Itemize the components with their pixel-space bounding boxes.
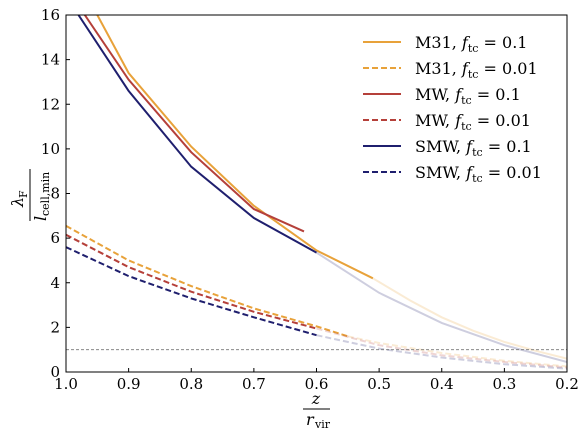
x-tick-label: 0.7 bbox=[242, 375, 266, 393]
legend-label-mw-dashed: MW, ftc = 0.01 bbox=[415, 111, 531, 133]
x-tick-label: 0.6 bbox=[305, 375, 329, 393]
x-tick-label: 0.2 bbox=[555, 375, 579, 393]
y-tick-label: 0 bbox=[50, 363, 60, 381]
x-tick-label: 0.9 bbox=[117, 375, 141, 393]
series-line-m31-solid bbox=[96, 15, 374, 280]
series-line-smw-solid bbox=[77, 15, 317, 254]
legend-label-m31-dashed: M31, ftc = 0.01 bbox=[415, 59, 538, 81]
series-line-faded-mw-dashed bbox=[316, 327, 567, 369]
y-axis-label-numerator-subscript: F bbox=[17, 190, 30, 198]
series-line-m31-dashed bbox=[66, 225, 349, 338]
legend: M31, ftc = 0.1 M31, ftc = 0.01 MW, ftc = 0… bbox=[363, 33, 542, 185]
x-tick-label: 0.8 bbox=[179, 375, 203, 393]
series-line-faded-m31-solid bbox=[372, 277, 567, 360]
legend-label-smw-dashed: SMW, ftc = 0.01 bbox=[415, 163, 542, 185]
x-axis-label-denominator: r bbox=[306, 410, 315, 429]
series-line-smw-dashed bbox=[66, 246, 317, 337]
y-axis-label: λ F l cell,min bbox=[8, 169, 52, 221]
series-line-faded-m31-dashed bbox=[347, 335, 567, 368]
x-tick-label: 0.4 bbox=[430, 375, 454, 393]
x-tick-label: 1.0 bbox=[54, 375, 78, 393]
legend-label-m31-solid: M31, ftc = 0.1 bbox=[415, 33, 527, 55]
y-tick-label: 6 bbox=[50, 229, 60, 247]
legend-label-smw-solid: SMW, ftc = 0.1 bbox=[415, 137, 532, 159]
y-axis-label-denominator-subscript: cell,min bbox=[39, 172, 52, 216]
y-axis: 0 2 4 6 8 10 12 14 16 bbox=[41, 6, 70, 381]
series-line-mw-solid bbox=[83, 15, 305, 233]
series-line-faded-smw-dashed bbox=[316, 334, 567, 370]
y-tick-label: 12 bbox=[41, 95, 60, 113]
series-line-mw-dashed bbox=[66, 233, 317, 330]
y-tick-label: 8 bbox=[50, 185, 60, 203]
x-tick-label: 0.3 bbox=[492, 375, 516, 393]
plot-series-layer bbox=[66, 15, 567, 370]
x-axis-label-numerator: z bbox=[311, 389, 321, 408]
x-axis-label-denominator-subscript: vir bbox=[314, 418, 331, 431]
y-tick-label: 10 bbox=[41, 140, 60, 158]
series-line-faded-smw-solid bbox=[315, 251, 567, 363]
x-axis: 1.0 0.9 0.8 0.7 0.6 0.5 0.4 0.3 0.2 bbox=[54, 368, 579, 393]
y-tick-label: 4 bbox=[50, 274, 60, 292]
y-tick-label: 16 bbox=[41, 6, 60, 24]
y-tick-label: 14 bbox=[41, 51, 60, 69]
y-tick-label: 2 bbox=[50, 318, 60, 336]
x-axis-label: z r vir bbox=[303, 389, 331, 431]
y-axis-label-numerator: λ bbox=[8, 197, 27, 208]
legend-label-mw-solid: MW, ftc = 0.1 bbox=[415, 85, 521, 107]
y-axis-label-denominator: l bbox=[31, 216, 50, 221]
x-tick-label: 0.5 bbox=[367, 375, 391, 393]
